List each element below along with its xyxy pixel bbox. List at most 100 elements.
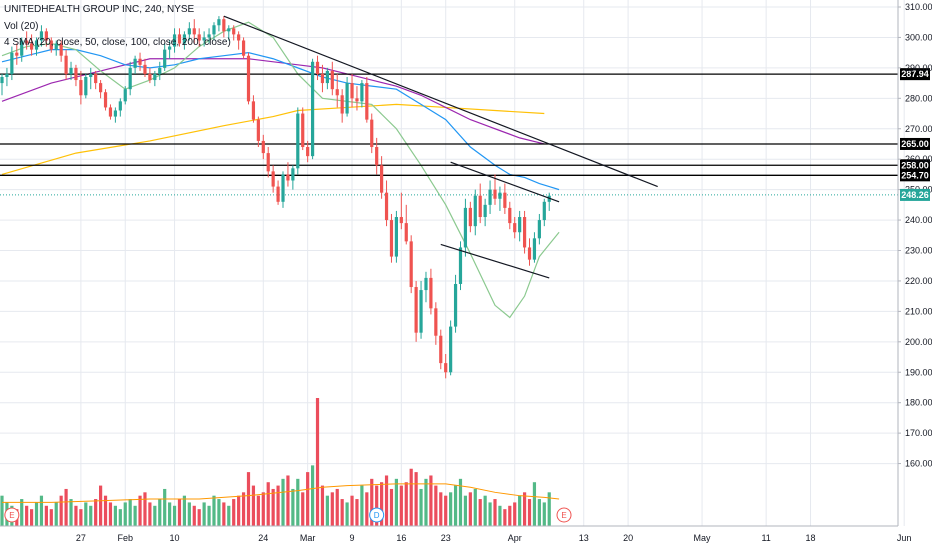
candle-body[interactable] bbox=[375, 147, 379, 166]
candle-body[interactable] bbox=[94, 73, 98, 84]
candle-body[interactable] bbox=[197, 34, 201, 41]
candle-body[interactable] bbox=[232, 28, 236, 35]
candle-body[interactable] bbox=[345, 83, 349, 114]
candle-body[interactable] bbox=[256, 119, 260, 141]
candle-body[interactable] bbox=[123, 89, 127, 102]
candle-body[interactable] bbox=[54, 43, 58, 50]
candle-body[interactable] bbox=[281, 174, 285, 202]
candle-body[interactable] bbox=[453, 283, 458, 327]
candle-body[interactable] bbox=[444, 363, 448, 373]
candle-body[interactable] bbox=[99, 83, 103, 93]
candle-body[interactable] bbox=[399, 217, 403, 224]
candle-body[interactable] bbox=[103, 92, 108, 108]
candle-body[interactable] bbox=[380, 165, 384, 193]
candle-body[interactable] bbox=[384, 192, 389, 221]
candle-body[interactable] bbox=[488, 189, 492, 205]
candle-body[interactable] bbox=[370, 119, 374, 148]
candle-body[interactable] bbox=[434, 308, 438, 336]
candle-body[interactable] bbox=[315, 61, 320, 74]
volume-legend[interactable]: Vol (20) bbox=[4, 21, 39, 32]
candle-body[interactable] bbox=[59, 43, 63, 56]
candle-body[interactable] bbox=[310, 61, 315, 157]
candle-body[interactable] bbox=[532, 238, 537, 260]
candle-body[interactable] bbox=[335, 89, 339, 96]
candle-body[interactable] bbox=[222, 19, 226, 32]
candle-body[interactable] bbox=[320, 73, 325, 84]
candle-body[interactable] bbox=[394, 217, 398, 257]
candle-body[interactable] bbox=[271, 171, 275, 187]
candle-body[interactable] bbox=[158, 67, 162, 74]
candle-body[interactable] bbox=[15, 52, 19, 56]
sma-legend[interactable]: 4 SMA (20, close, 50, close, 100, close,… bbox=[4, 37, 231, 48]
candle-body[interactable] bbox=[153, 73, 157, 81]
candle-body[interactable] bbox=[513, 223, 517, 233]
candle-body[interactable] bbox=[133, 58, 137, 68]
candle-body[interactable] bbox=[25, 40, 29, 44]
candle-body[interactable] bbox=[5, 73, 9, 78]
candle-body[interactable] bbox=[177, 34, 182, 44]
candle-body[interactable] bbox=[227, 28, 231, 32]
candle-body[interactable] bbox=[473, 195, 477, 227]
candle-body[interactable] bbox=[365, 83, 369, 120]
candle-body[interactable] bbox=[478, 195, 482, 218]
candle-body[interactable] bbox=[276, 186, 280, 202]
candle-body[interactable] bbox=[108, 107, 113, 117]
candle-body[interactable] bbox=[458, 247, 463, 284]
candle-body[interactable] bbox=[246, 55, 251, 102]
candle-body[interactable] bbox=[84, 77, 88, 96]
candle-body[interactable] bbox=[463, 207, 468, 248]
candle-body[interactable] bbox=[508, 207, 512, 224]
candle-body[interactable] bbox=[69, 67, 73, 74]
candle-body[interactable] bbox=[79, 80, 83, 96]
candle-body[interactable] bbox=[266, 153, 270, 172]
candle-body[interactable] bbox=[429, 277, 433, 309]
earnings-event-icon[interactable] bbox=[4, 507, 20, 523]
candle-body[interactable] bbox=[419, 290, 423, 333]
candle-body[interactable] bbox=[237, 34, 241, 41]
candle-body[interactable] bbox=[143, 64, 147, 74]
candle-body[interactable] bbox=[498, 192, 502, 199]
trendline-channel-lower[interactable] bbox=[440, 243, 550, 279]
candle-body[interactable] bbox=[301, 113, 305, 148]
candle-body[interactable] bbox=[148, 73, 152, 81]
dividend-event-icon[interactable] bbox=[369, 507, 385, 523]
candle-body[interactable] bbox=[389, 220, 394, 257]
candle-body[interactable] bbox=[404, 223, 408, 242]
candle-body[interactable] bbox=[118, 101, 122, 111]
candle-body[interactable] bbox=[355, 98, 359, 102]
candle-body[interactable] bbox=[49, 40, 53, 50]
candle-body[interactable] bbox=[325, 70, 329, 84]
candle-body[interactable] bbox=[537, 220, 541, 239]
candle-body[interactable] bbox=[330, 70, 334, 90]
candle-body[interactable] bbox=[20, 40, 24, 56]
candle-body[interactable] bbox=[212, 25, 216, 35]
candle-body[interactable] bbox=[0, 77, 4, 84]
candle-body[interactable] bbox=[241, 40, 246, 56]
candle-body[interactable] bbox=[286, 174, 290, 181]
candle-body[interactable] bbox=[522, 217, 527, 248]
candle-body[interactable] bbox=[493, 189, 497, 199]
candle-body[interactable] bbox=[74, 67, 78, 81]
candle-body[interactable] bbox=[44, 31, 48, 41]
candle-body[interactable] bbox=[468, 207, 472, 227]
trendline-upper-downtrend[interactable] bbox=[223, 15, 658, 188]
candle-body[interactable] bbox=[192, 28, 196, 35]
candle-body[interactable] bbox=[409, 241, 413, 288]
candle-body[interactable] bbox=[207, 34, 211, 38]
candle-body[interactable] bbox=[39, 31, 44, 41]
candle-body[interactable] bbox=[163, 49, 167, 68]
candle-body[interactable] bbox=[168, 46, 172, 50]
candle-body[interactable] bbox=[340, 95, 344, 114]
candle-body[interactable] bbox=[89, 73, 93, 78]
candle-body[interactable] bbox=[187, 28, 191, 35]
candle-body[interactable] bbox=[424, 277, 428, 291]
candle-body[interactable] bbox=[138, 58, 142, 65]
candle-body[interactable] bbox=[217, 19, 221, 26]
candle-body[interactable] bbox=[113, 110, 117, 117]
candle-body[interactable] bbox=[172, 34, 177, 47]
candle-body[interactable] bbox=[542, 201, 546, 221]
candle-body[interactable] bbox=[483, 204, 487, 218]
candle-body[interactable] bbox=[449, 326, 453, 373]
earnings-event-icon[interactable] bbox=[556, 507, 572, 523]
